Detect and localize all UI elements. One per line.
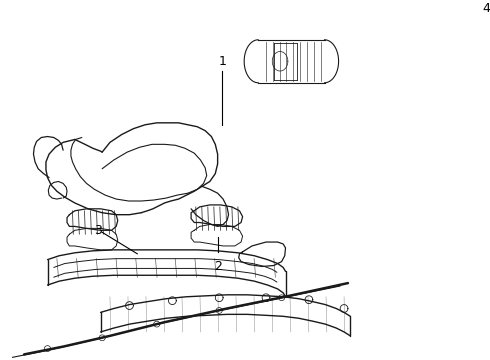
Text: 2: 2 [214,260,221,273]
Text: 1: 1 [219,55,226,68]
Text: 4: 4 [482,3,490,15]
Text: 3: 3 [94,224,102,237]
